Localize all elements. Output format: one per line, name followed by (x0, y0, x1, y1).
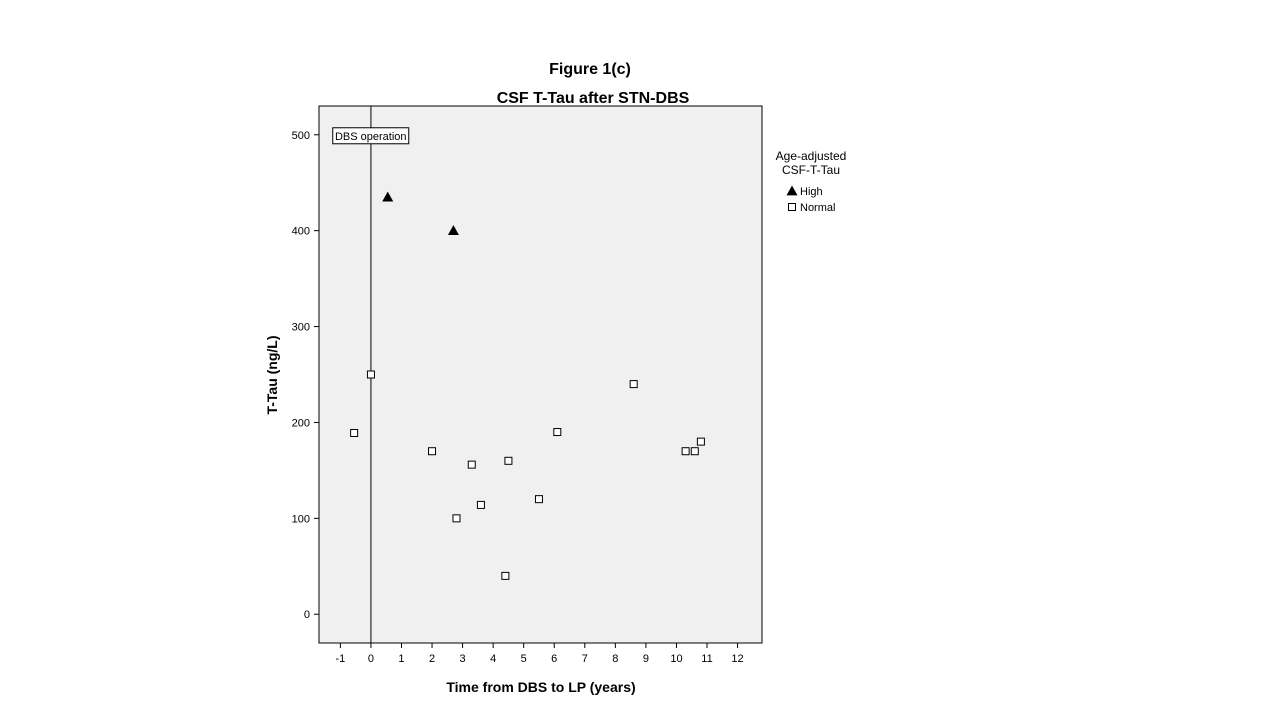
data-point-high (447, 225, 459, 236)
legend-marker-high (786, 185, 798, 196)
dbs-reference-line: DBS operation (332, 106, 410, 643)
x-tick-label: 7 (582, 653, 588, 665)
y-tick-label: 300 (292, 322, 310, 334)
x-axis-label: Time from DBS to LP (years) (446, 679, 635, 695)
legend-marker-normal (788, 203, 796, 211)
data-point-normal (690, 447, 699, 456)
reference-label-box (332, 127, 410, 145)
legend-items: High Normal (786, 185, 835, 214)
data-point-normal (366, 370, 375, 379)
x-tick-label: -1 (335, 653, 345, 665)
x-tick-label: 3 (460, 653, 466, 665)
data-point-normal (501, 571, 510, 580)
legend-label-normal: Normal (800, 202, 835, 214)
data-point-normal (553, 428, 562, 437)
plot-area (318, 105, 763, 644)
reference-label: DBS operation (335, 131, 407, 143)
data-point-normal (428, 447, 437, 456)
x-tick-label: 11 (701, 653, 712, 665)
x-tick-label: 10 (670, 653, 682, 665)
data-point-normal (350, 428, 359, 437)
figure-label: Figure 1(c) (549, 61, 631, 78)
x-tick-label: 0 (368, 653, 374, 665)
y-tick-label: 500 (292, 130, 310, 142)
x-tick-label: 5 (521, 653, 527, 665)
x-tick-label: 1 (398, 653, 404, 665)
data-point-normal (696, 437, 705, 446)
x-tick-label: 6 (551, 653, 557, 665)
data-point-normal (629, 380, 638, 389)
x-tick-label: 12 (731, 653, 743, 665)
data-point-normal (681, 447, 690, 456)
legend: Age-adjusted CSF-T-Tau High Normal (776, 149, 847, 214)
x-axis: -1 0 1 2 3 4 5 6 7 8 9 10 11 12 (335, 643, 744, 665)
x-tick-label: 8 (612, 653, 618, 665)
data-point-normal (452, 514, 461, 523)
data-points (350, 191, 705, 580)
data-point-normal (534, 495, 543, 504)
x-tick-label: 9 (643, 653, 649, 665)
y-axis-label: T-Tau (ng/L) (264, 335, 280, 414)
y-tick-label: 200 (292, 417, 310, 429)
legend-title-line2: CSF-T-Tau (782, 163, 840, 177)
data-point-normal (504, 456, 513, 465)
y-axis: 0 100 200 300 400 500 (292, 130, 319, 621)
data-point-normal (476, 500, 485, 509)
y-tick-label: 0 (304, 609, 310, 621)
data-point-normal (467, 460, 476, 469)
y-tick-label: 400 (292, 226, 310, 238)
legend-title-line1: Age-adjusted (776, 149, 847, 163)
x-tick-label: 4 (490, 653, 496, 665)
legend-label-high: High (800, 186, 823, 198)
data-point-high (382, 191, 394, 202)
x-tick-label: 2 (429, 653, 435, 665)
y-tick-label: 100 (292, 513, 310, 525)
chart-title: CSF T-Tau after STN-DBS (497, 90, 690, 107)
